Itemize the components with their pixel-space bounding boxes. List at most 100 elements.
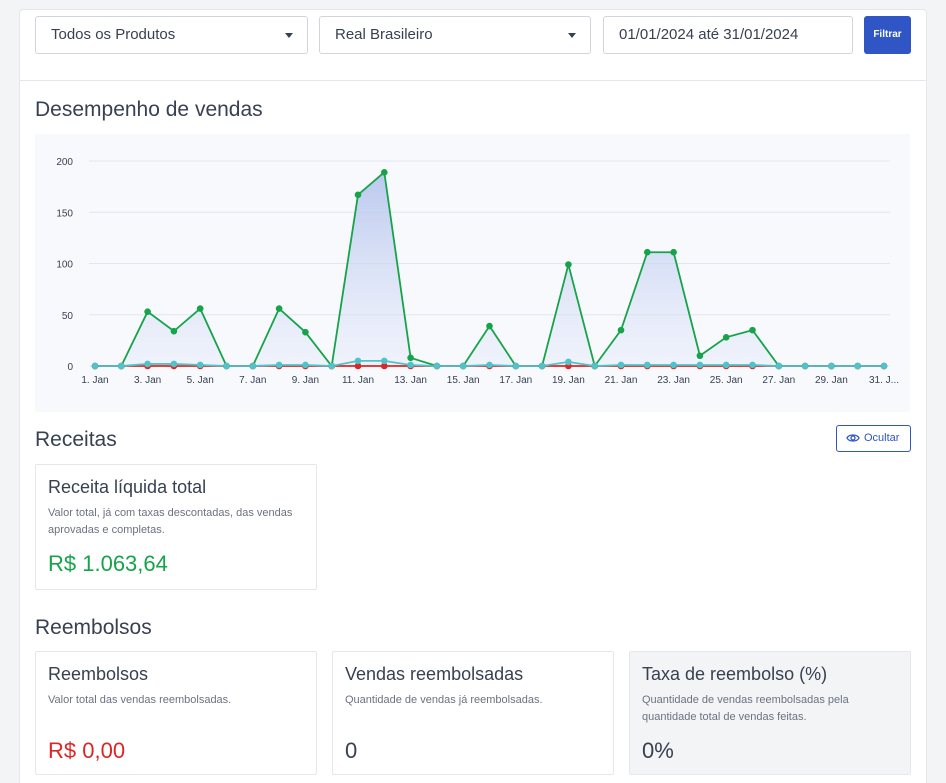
data-point [302,361,309,369]
card-description: Valor total, já com taxas descontadas, d… [48,507,293,536]
data-point [302,328,309,336]
data-point [144,360,151,368]
x-tick-label: 21. Jan [605,375,638,386]
data-point [91,362,99,370]
data-point [801,362,809,370]
chevron-down-icon [285,33,293,38]
x-tick-label: 13. Jan [394,375,427,386]
data-point [407,354,414,362]
sales-chart: 1. Jan 3. Jan 5. Jan 7. Jan 9. Jan 11. Jan 13.… [35,134,910,412]
x-tick-label: 15. Jan [447,375,480,386]
x-tick-label: 7. Jan [239,375,266,386]
data-point [880,362,888,370]
data-point [512,362,520,370]
card-title: Taxa de reembolso (%) [642,664,828,684]
data-point [775,362,783,370]
data-point [433,362,441,370]
data-point [828,362,835,370]
card-description: Quantidade de vendas reembolsadas pela q… [642,694,849,723]
data-point [275,305,283,312]
y-tick-label: 100 [56,260,73,271]
data-point [749,361,756,369]
card-description: Valor total das vendas reembolsadas. [48,694,232,706]
data-point [749,326,756,334]
data-point [854,362,861,370]
date-range-input[interactable]: 01/01/2024 até 31/01/2024 [603,16,853,54]
data-point [670,248,677,256]
currency-select-value: Real Brasileiro [335,26,433,43]
data-point [617,326,625,334]
x-tick-label: 31. J... [869,375,899,386]
x-tick-label: 23. Jan [657,375,690,386]
data-point [591,362,598,370]
data-point [170,327,178,335]
data-point [328,362,336,370]
data-point [486,322,493,330]
chevron-down-icon [568,33,576,38]
x-tick-label: 1. Jan [81,375,108,386]
refunded-sales-card: Vendas reembolsadas Quantidade de vendas… [332,651,614,775]
net-revenue-card: Receita líquida total Valor total, já co… [35,464,317,590]
data-point [144,308,151,315]
x-tick-label: 27. Jan [762,375,795,386]
data-point [459,362,467,370]
data-point [381,357,388,365]
data-point [670,361,677,369]
data-point [381,168,388,176]
sales-title: Desempenho de vendas [35,98,263,121]
card-title: Receita líquida total [48,477,207,497]
data-point [565,358,572,366]
data-point [696,361,704,369]
card-value: 0 [345,738,358,763]
x-tick-label: 5. Jan [187,375,214,386]
date-range-value: 01/01/2024 até 31/01/2024 [619,26,799,43]
product-select[interactable]: Todos os Produtos [35,16,308,54]
y-tick-label: 150 [56,208,73,219]
data-point [249,362,257,370]
data-point [486,361,493,369]
refunds-card: Reembolsos Valor total das vendas reembo… [35,651,317,775]
data-point [565,261,572,268]
refund-rate-card: Taxa de reembolso (%) Quantidade de vend… [629,651,911,775]
card-title: Vendas reembolsadas [345,664,524,684]
data-point [407,361,414,369]
x-tick-label: 11. Jan [342,375,374,386]
x-tick-label: 19. Jan [552,375,585,386]
data-point [644,361,651,369]
data-point [538,362,546,370]
data-point [354,191,362,199]
data-point [644,248,651,256]
filter-button[interactable]: Filtrar [864,16,911,54]
data-point [617,361,625,369]
hide-button[interactable]: Ocultar [836,425,911,452]
card-description: Quantidade de vendas já reembolsadas. [345,694,543,706]
sales-chart-svg: 1. Jan 3. Jan 5. Jan 7. Jan 9. Jan 11. Jan 13.… [56,157,899,386]
currency-select[interactable]: Real Brasileiro [319,16,591,54]
series-area [95,172,884,366]
x-tick-label: 9. Jan [292,375,319,386]
product-select-value: Todos os Produtos [51,26,176,43]
x-tick-label: 3. Jan [134,375,161,386]
y-tick-label: 0 [67,362,73,373]
y-tick-label: 50 [62,311,74,322]
y-tick-label: 200 [56,157,73,168]
eye-icon [846,434,860,442]
data-point [354,357,362,365]
card-title: Reembolsos [48,664,149,684]
x-tick-label: 25. Jan [710,375,743,386]
card-value: 0% [642,738,674,763]
receitas-title: Receitas [35,428,117,451]
data-point [381,362,388,370]
data-point [196,305,204,312]
data-point [118,362,125,370]
data-point [354,362,362,370]
data-point [275,361,283,369]
data-point [170,360,178,368]
data-point [196,361,204,369]
data-point [696,352,704,360]
card-value: R$ 0,00 [48,738,126,763]
x-tick-label: 17. Jan [499,375,532,386]
data-point [223,362,230,370]
data-point [722,361,730,369]
card-value: R$ 1.063,64 [48,551,168,576]
